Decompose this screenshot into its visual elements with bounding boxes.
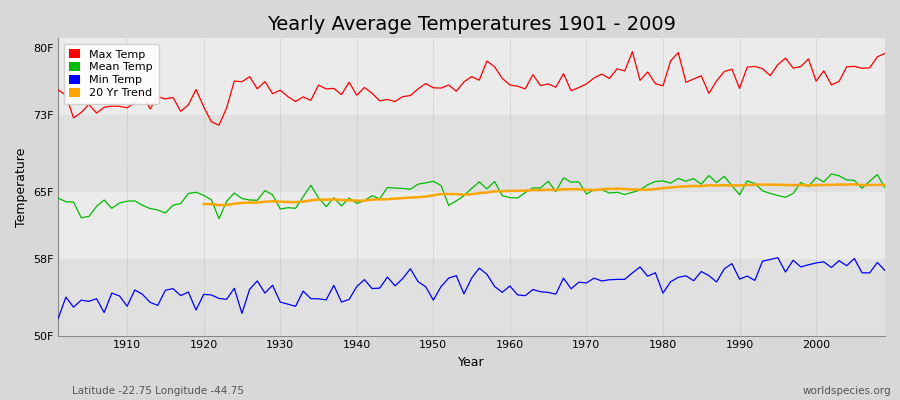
Bar [58,259,885,336]
Text: Latitude -22.75 Longitude -44.75: Latitude -22.75 Longitude -44.75 [72,386,244,396]
Y-axis label: Temperature: Temperature [15,148,28,227]
Legend: Max Temp, Mean Temp, Min Temp, 20 Yr Trend: Max Temp, Mean Temp, Min Temp, 20 Yr Tre… [64,44,158,104]
Text: worldspecies.org: worldspecies.org [803,386,891,396]
Title: Yearly Average Temperatures 1901 - 2009: Yearly Average Temperatures 1901 - 2009 [267,15,676,34]
X-axis label: Year: Year [458,356,485,369]
Bar [58,115,885,192]
Bar [58,38,885,115]
Bar [58,192,885,259]
